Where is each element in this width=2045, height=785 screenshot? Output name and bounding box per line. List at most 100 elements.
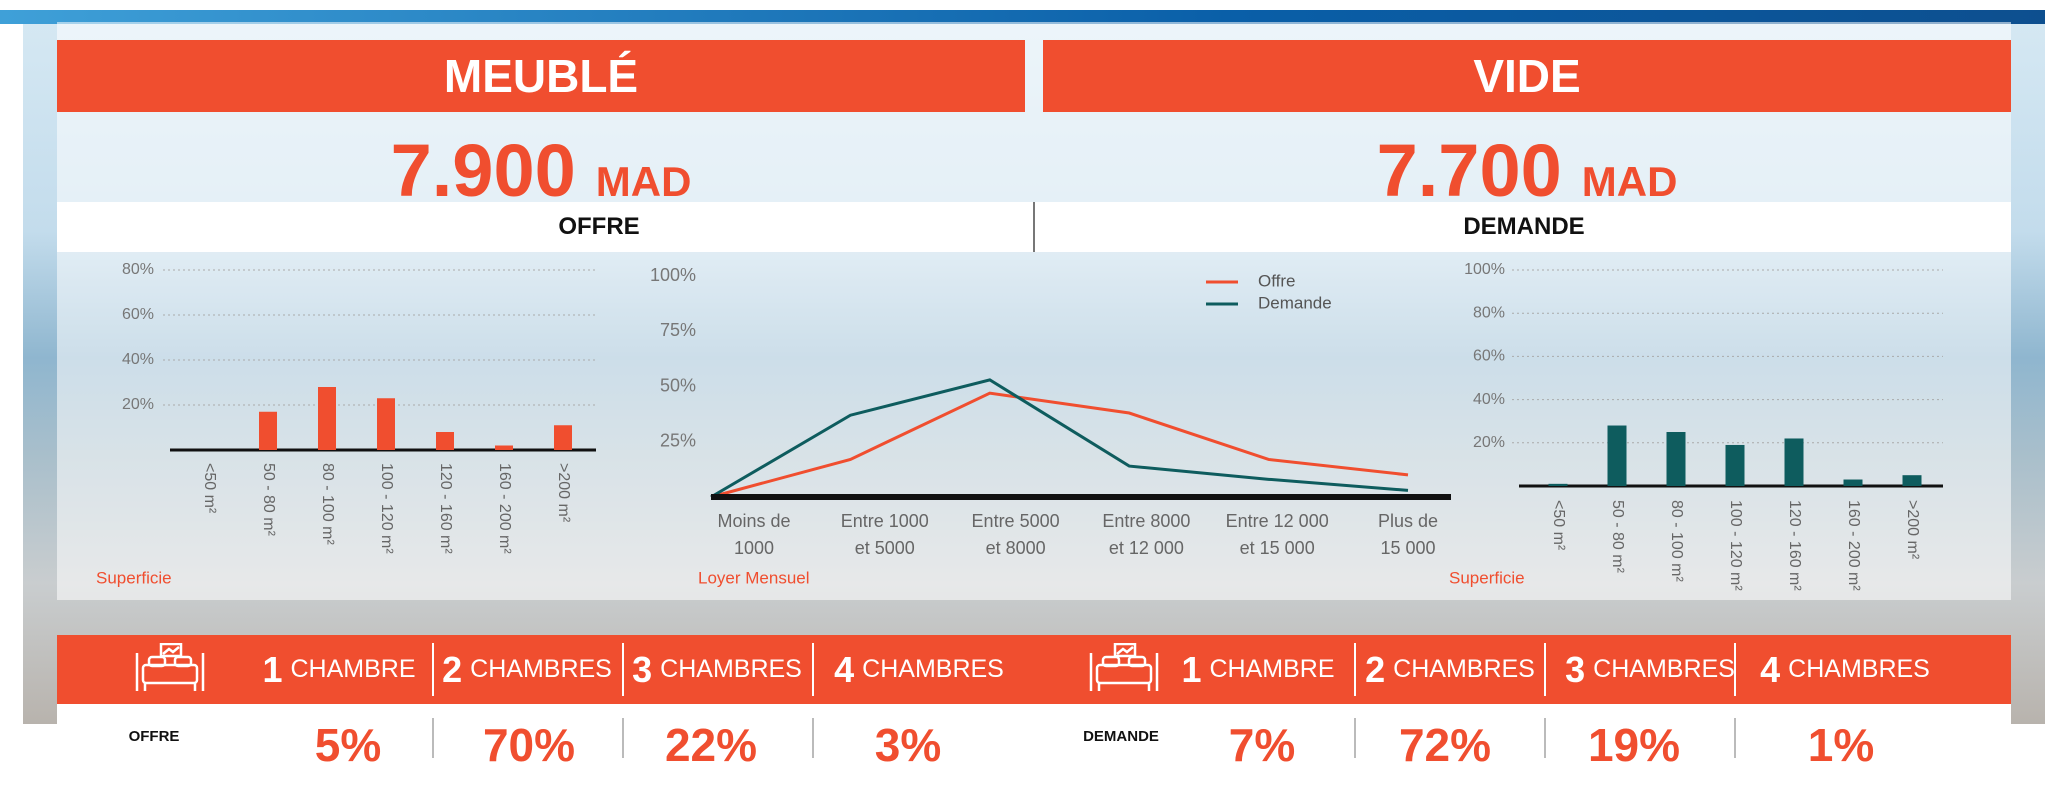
x-tick-label: 80 - 100 m² [319, 463, 336, 545]
bed-icon [135, 642, 205, 700]
y-tick-label: 75% [660, 320, 696, 340]
divider [432, 718, 434, 758]
y-tick-label: 20% [1473, 434, 1505, 451]
room-value: 19% [1587, 718, 1681, 771]
room-value: 3% [874, 718, 942, 771]
room-label: CHAMBRES [1788, 655, 1930, 683]
x-axis-label: Loyer Mensuel [698, 568, 810, 587]
x-tick-label: Entre 8000 et 12 000 [1102, 511, 1191, 558]
y-tick-label: 60% [1473, 348, 1505, 365]
room-number: 3 [1565, 648, 1586, 690]
x-tick-label: Entre 12 000 et 15 000 [1225, 511, 1329, 558]
x-tick-label: Entre 5000 et 8000 [971, 511, 1060, 558]
divider [622, 643, 624, 696]
x-tick-label: 80 - 100 m² [1668, 500, 1685, 582]
room-label: CHAMBRES [470, 655, 612, 683]
x-tick-label: Plus de 15 000 [1377, 511, 1439, 558]
room-header: 2 CHAMBRES [442, 635, 612, 704]
divider [432, 643, 434, 696]
x-tick-label: 100 - 120 m² [378, 463, 395, 554]
y-tick-label: 50% [660, 375, 696, 395]
price-amount: 7.900 [390, 129, 576, 212]
x-tick-label: Moins de 1000 [717, 511, 791, 558]
bar [1843, 479, 1863, 486]
room-number: 2 [442, 648, 463, 690]
x-tick-label: >200 m² [555, 463, 572, 523]
bar [1666, 432, 1686, 486]
x-tick-label: 120 - 160 m² [437, 463, 454, 554]
section-label: DEMANDE [1463, 213, 1585, 240]
y-tick-label: 100% [650, 265, 696, 285]
bar [1784, 438, 1804, 486]
row-label: DEMANDE [1083, 728, 1159, 745]
room-header: 1 CHAMBRE [262, 635, 415, 704]
room-value: 1% [1807, 718, 1875, 771]
y-tick-label: 80% [1473, 304, 1505, 321]
line-series [710, 391, 1409, 499]
room-label: CHAMBRES [1393, 655, 1535, 683]
divider [1354, 718, 1356, 758]
title: VIDE [1473, 50, 1581, 102]
room-label: CHAMBRES [862, 655, 1004, 683]
bed-icon [1089, 642, 1159, 700]
bar [259, 411, 277, 450]
top-band [0, 10, 2045, 24]
price-currency: MAD [595, 158, 692, 205]
legend-label: Offre [1258, 271, 1295, 290]
row-label: OFFRE [128, 728, 180, 745]
room-header: 3 CHAMBRES [1565, 635, 1735, 704]
room-number: 1 [262, 648, 283, 690]
y-tick-label: 40% [1473, 391, 1505, 408]
room-label: CHAMBRES [1593, 655, 1735, 683]
title-bar: MEUBLÉ [57, 40, 1025, 112]
x-axis-label: Superficie [96, 568, 172, 587]
bar [377, 398, 395, 450]
room-value: 22% [664, 718, 758, 771]
bar [1902, 475, 1922, 486]
price: 7.700 MAD [1043, 128, 2011, 213]
room-label: CHAMBRES [660, 655, 802, 683]
panel [57, 22, 2011, 600]
y-tick-label: 20% [122, 396, 154, 413]
divider [1734, 643, 1736, 696]
room-header: 3 CHAMBRES [632, 635, 802, 704]
bar [554, 425, 572, 450]
x-tick-label: 100 - 120 m² [1727, 500, 1744, 591]
line-series [710, 378, 1409, 499]
y-tick-label: 25% [660, 431, 696, 451]
room-value: 72% [1398, 718, 1492, 771]
y-tick-label: 60% [122, 306, 154, 323]
title-bar: VIDE [1043, 40, 2011, 112]
room-value: 7% [1228, 718, 1296, 771]
room-value: 70% [482, 718, 576, 771]
divider [1734, 718, 1736, 758]
room-number: 2 [1365, 648, 1386, 690]
room-header: 4 CHAMBRES [1760, 635, 1930, 704]
title: MEUBLÉ [443, 50, 639, 102]
room-number: 4 [1760, 648, 1781, 690]
bar [1725, 444, 1745, 486]
x-tick-label: 50 - 80 m² [1609, 500, 1626, 574]
y-tick-label: 100% [1464, 261, 1505, 278]
y-tick-label: 40% [122, 351, 154, 368]
x-tick-label: <50 m² [201, 463, 218, 514]
bar [436, 432, 454, 450]
x-tick-label: 120 - 160 m² [1786, 500, 1803, 591]
legend-label: Demande [1258, 293, 1332, 312]
divider [1544, 718, 1546, 758]
divider [1354, 643, 1356, 696]
x-axis-label: Superficie [1449, 568, 1525, 587]
price: 7.900 MAD [57, 128, 1025, 213]
x-tick-label: <50 m² [1550, 500, 1567, 551]
rooms-values-row [57, 704, 2011, 785]
x-tick-label: 160 - 200 m² [1845, 500, 1862, 591]
bar [1607, 425, 1627, 486]
room-number: 4 [834, 648, 855, 690]
bar [318, 387, 336, 450]
x-tick-label: 50 - 80 m² [260, 463, 277, 537]
divider [622, 718, 624, 758]
bar [1548, 483, 1568, 486]
room-number: 1 [1181, 648, 1202, 690]
